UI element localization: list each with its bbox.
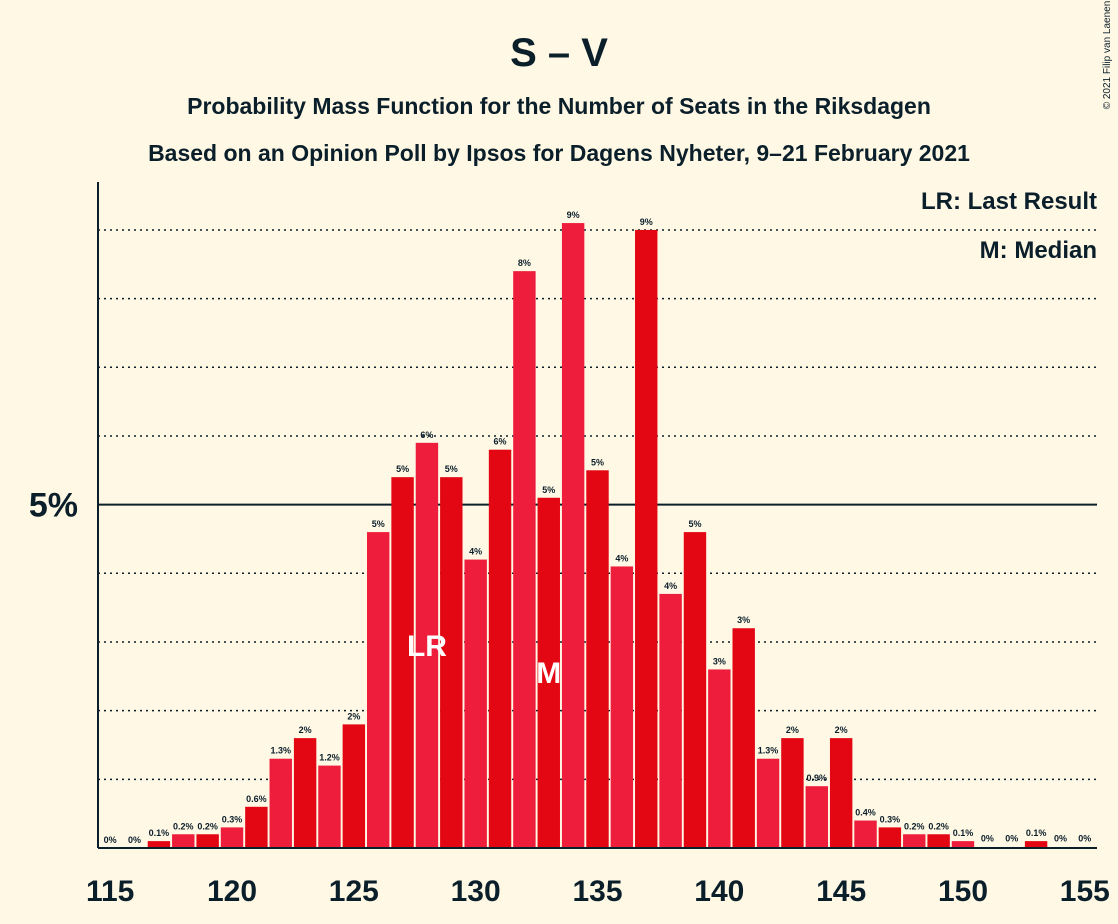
- bar: [659, 593, 682, 848]
- x-tick-label: 145: [816, 875, 866, 908]
- bar-label: 9%: [640, 217, 653, 227]
- bar-label: 0.3%: [222, 814, 243, 824]
- bar: [878, 827, 902, 848]
- bar-label: 5%: [688, 519, 701, 529]
- bar-label: 5%: [372, 519, 385, 529]
- bar-label: 3%: [713, 656, 726, 666]
- bar-label: 2%: [835, 725, 848, 735]
- bar-label: 0.2%: [173, 821, 194, 831]
- bar-label: 1.2%: [319, 753, 340, 763]
- bar-label: 0%: [128, 835, 141, 845]
- x-tick-label: 140: [694, 875, 744, 908]
- chart-title: S – V: [510, 31, 608, 75]
- bar-label: 2%: [347, 711, 360, 721]
- bar-label: 6%: [420, 430, 433, 440]
- bar: [781, 738, 804, 848]
- bar-label: 0.4%: [855, 808, 876, 818]
- chart-subtitle: Probability Mass Function for the Number…: [187, 93, 931, 119]
- bar: [245, 806, 268, 848]
- bar-label: 5%: [396, 464, 409, 474]
- bars-group: [147, 223, 1048, 849]
- bar-label: 0%: [1005, 834, 1018, 844]
- y-tick-label: 5%: [29, 487, 78, 525]
- bar: [635, 229, 658, 848]
- bar: [805, 786, 829, 848]
- bar-label: 4%: [664, 581, 677, 591]
- bar: [196, 834, 219, 848]
- axes-group: 5% 115 120 125 130 135 140 145 150 155: [29, 182, 1110, 908]
- bar-label: 5%: [542, 485, 555, 495]
- bar: [440, 477, 463, 848]
- bar-label: 0.9%: [807, 773, 828, 783]
- x-tick-label: 135: [572, 875, 622, 908]
- bar: [147, 841, 171, 848]
- x-tick-label: 130: [451, 875, 501, 908]
- bar-label: 6%: [494, 437, 507, 447]
- last-result-marker: LR: [407, 630, 447, 663]
- bar-label: 8%: [518, 258, 531, 268]
- bar-label: 3%: [737, 615, 750, 625]
- bar: [293, 738, 317, 848]
- bar: [366, 532, 390, 848]
- bar-label: 0%: [1078, 834, 1091, 844]
- bar: [342, 724, 366, 848]
- bar: [537, 497, 560, 848]
- bar: [854, 820, 877, 848]
- bar: [756, 758, 780, 848]
- median-marker: M: [536, 657, 561, 690]
- bar-label: 5%: [591, 457, 604, 467]
- bar-label: 0%: [1054, 834, 1067, 844]
- bar-label: 9%: [567, 210, 580, 220]
- bar: [683, 532, 707, 848]
- legend-median: M: Median: [980, 237, 1097, 264]
- bar-label: 0.1%: [953, 828, 974, 838]
- bar-labels-group: 0% 0%0.1%0.2% 0.2%0.3%0.6%1.3%2%1.2%2%5%5%…: [104, 210, 1092, 845]
- bar: [488, 449, 512, 848]
- bar: [269, 758, 292, 848]
- bar-label: 0.3%: [880, 814, 901, 824]
- bar: [610, 566, 634, 848]
- bar: [708, 669, 731, 848]
- bar-label: 0.6%: [246, 794, 267, 804]
- x-tick-label: 115: [86, 875, 134, 908]
- bar-label: 0.2%: [904, 821, 925, 831]
- x-tick-label: 125: [329, 875, 379, 908]
- bar-label: 5%: [445, 464, 458, 474]
- bar-label: 2%: [786, 725, 799, 735]
- bar-label: 4%: [469, 547, 482, 557]
- bar-label: 0%: [981, 834, 994, 844]
- chart-subtitle-2: Based on an Opinion Poll by Ipsos for Da…: [148, 140, 970, 166]
- bar: [561, 223, 585, 849]
- bar: [391, 477, 414, 848]
- bar: [903, 834, 926, 848]
- copyright-text: © 2021 Filip van Laenen: [1102, 1, 1113, 110]
- bar-label: 1.3%: [758, 746, 779, 756]
- bar: [829, 738, 853, 848]
- bar: [927, 834, 950, 848]
- bar: [415, 442, 439, 848]
- bar: [172, 834, 195, 848]
- bar-label: 0.1%: [1026, 828, 1047, 838]
- bar: [732, 628, 755, 848]
- bar: [464, 559, 487, 848]
- x-tick-label: 120: [207, 875, 257, 908]
- bar-label: 2%: [299, 725, 312, 735]
- x-tick-label: 150: [938, 875, 988, 908]
- bar: [586, 470, 609, 848]
- bar-label: 0.2%: [928, 821, 949, 831]
- bar: [951, 841, 975, 848]
- bar: [220, 827, 244, 848]
- bar: [513, 271, 536, 849]
- bar-label: 0.2%: [197, 821, 218, 831]
- bar-label: 0.1%: [149, 828, 170, 838]
- bar: [1024, 841, 1048, 848]
- bar-label: 0%: [104, 835, 117, 845]
- bar-label: 1.3%: [270, 746, 291, 756]
- legend-last-result: LR: Last Result: [921, 188, 1097, 215]
- bar: [318, 765, 341, 848]
- x-tick-label: 155: [1060, 875, 1110, 908]
- bar-label: 4%: [615, 553, 628, 563]
